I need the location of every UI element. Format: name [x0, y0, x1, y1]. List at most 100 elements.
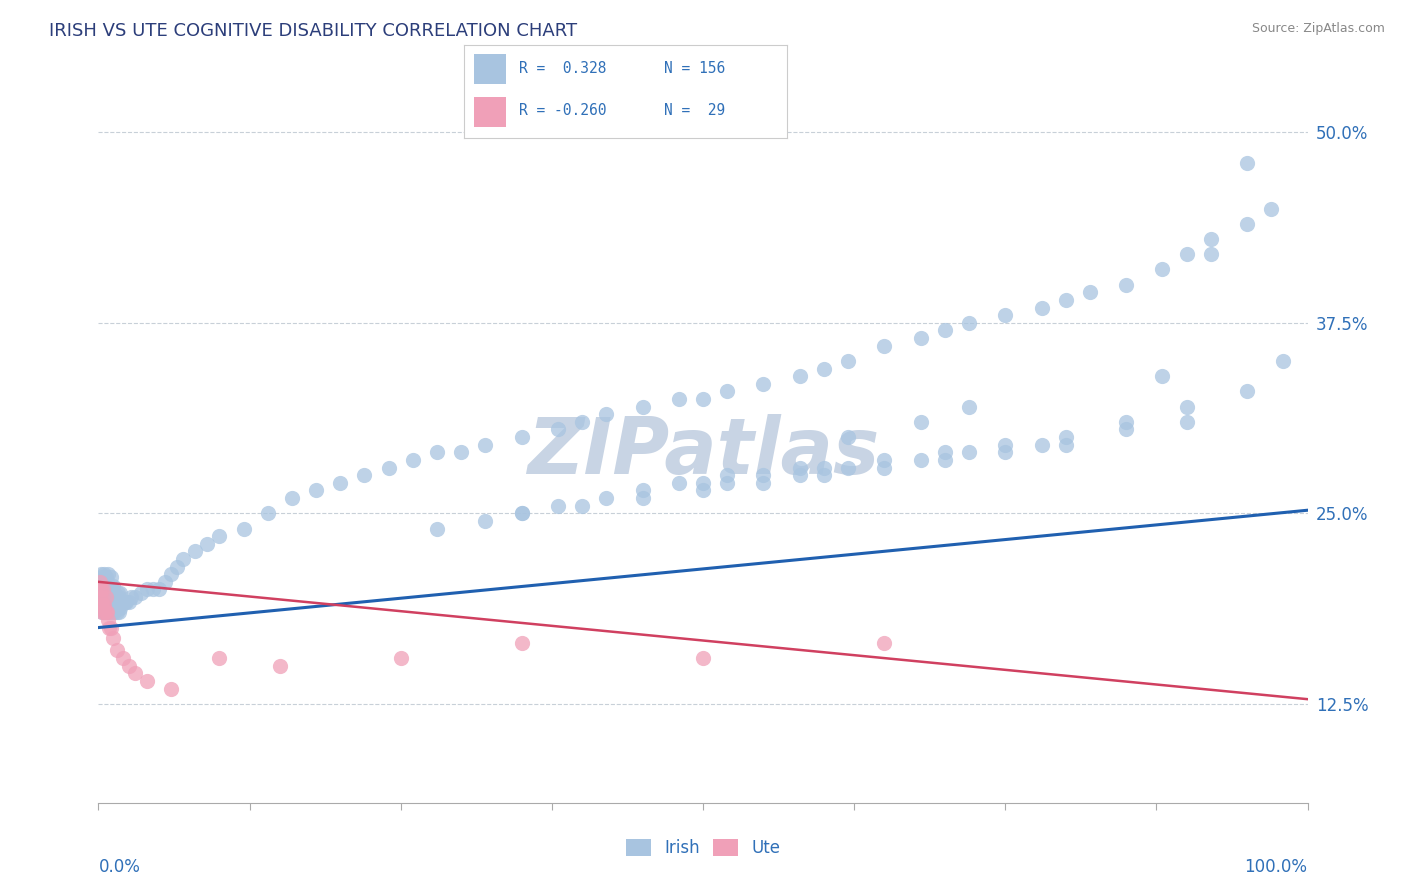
Point [103, 595, 125, 609]
Point [90, 582, 112, 597]
Point [89, 574, 111, 589]
Point [93, 567, 115, 582]
Point [752, 475, 775, 490]
Text: 0.0%: 0.0% [98, 858, 141, 876]
Point [120, 590, 142, 604]
Point [571, 415, 593, 429]
Point [94, 605, 117, 619]
Point [91, 590, 114, 604]
Text: Source: ZipAtlas.com: Source: ZipAtlas.com [1251, 22, 1385, 36]
Point [1152, 369, 1174, 384]
Point [1199, 247, 1222, 261]
Point [1236, 156, 1258, 170]
Point [353, 468, 375, 483]
Point [93, 574, 115, 589]
Point [1078, 285, 1101, 300]
Point [90, 598, 112, 612]
Point [595, 407, 617, 421]
Point [93, 605, 115, 619]
Point [789, 369, 811, 384]
Point [100, 582, 122, 597]
Point [329, 475, 352, 490]
Point [716, 384, 738, 399]
Point [752, 376, 775, 391]
Point [1152, 262, 1174, 277]
Point [94, 590, 117, 604]
Point [100, 605, 122, 619]
Point [1272, 354, 1295, 368]
Point [89, 574, 111, 589]
Point [789, 460, 811, 475]
Point [957, 400, 980, 414]
Point [91, 605, 114, 619]
Legend: Irish, Ute: Irish, Ute [619, 832, 787, 864]
Point [1175, 247, 1198, 261]
Point [91, 598, 114, 612]
Point [114, 595, 136, 609]
Point [1054, 430, 1077, 444]
Point [716, 475, 738, 490]
Point [98, 621, 121, 635]
Point [90, 567, 112, 582]
Point [142, 582, 165, 597]
Point [813, 460, 835, 475]
Point [100, 600, 122, 615]
Point [124, 666, 146, 681]
Text: R = -0.260: R = -0.260 [519, 103, 606, 118]
Point [184, 544, 207, 558]
Point [100, 590, 122, 604]
Point [813, 468, 835, 483]
Point [510, 506, 533, 520]
Point [1115, 277, 1137, 292]
Text: ZIPatlas: ZIPatlas [527, 414, 879, 490]
Point [957, 445, 980, 459]
Point [716, 468, 738, 483]
Point [100, 621, 122, 635]
Point [510, 636, 533, 650]
Point [97, 582, 120, 597]
Point [103, 585, 125, 599]
Point [166, 559, 188, 574]
Text: R =  0.328: R = 0.328 [519, 61, 606, 76]
Point [93, 595, 115, 609]
Point [910, 415, 932, 429]
Point [108, 590, 131, 604]
Point [104, 600, 127, 615]
Point [256, 506, 278, 520]
Point [101, 632, 124, 646]
Point [89, 590, 111, 604]
Point [94, 582, 117, 597]
Point [111, 595, 134, 609]
Point [934, 453, 956, 467]
Point [389, 651, 412, 665]
Point [108, 600, 131, 615]
Point [103, 605, 125, 619]
Point [571, 499, 593, 513]
Point [91, 582, 114, 597]
Point [96, 585, 118, 599]
Point [837, 430, 859, 444]
Point [160, 567, 183, 582]
Point [91, 605, 114, 619]
Point [96, 605, 118, 619]
Point [873, 339, 896, 353]
Point [96, 595, 118, 609]
Point [813, 361, 835, 376]
Point [97, 613, 120, 627]
Point [96, 574, 118, 589]
Point [172, 552, 194, 566]
Point [547, 499, 569, 513]
Point [153, 574, 176, 589]
Point [94, 590, 117, 604]
Point [305, 483, 328, 498]
Point [1260, 202, 1282, 216]
Point [91, 590, 114, 604]
Point [837, 460, 859, 475]
Point [510, 506, 533, 520]
Point [93, 605, 115, 619]
Point [208, 529, 231, 543]
Point [90, 582, 112, 597]
Point [91, 570, 114, 584]
Point [631, 400, 654, 414]
Point [118, 658, 141, 673]
